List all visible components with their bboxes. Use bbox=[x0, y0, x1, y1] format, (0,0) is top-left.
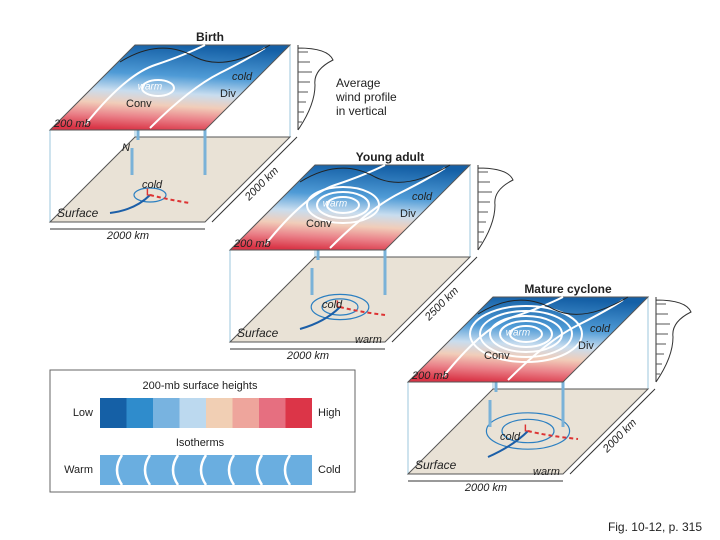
surface-plane bbox=[48, 136, 292, 223]
wind-profile-note: Average bbox=[336, 76, 381, 90]
low-marker: L bbox=[146, 188, 152, 199]
surface-isobar bbox=[501, 418, 555, 444]
jet-arrow bbox=[119, 44, 271, 63]
surface-label: Surface bbox=[57, 206, 99, 220]
isotherm bbox=[442, 296, 564, 378]
legend: 200-mb surface heights Low High Isotherm… bbox=[49, 369, 356, 493]
swatch bbox=[100, 398, 127, 428]
wind-profile-note: wind profile bbox=[335, 90, 397, 104]
surface-width: 2000 km bbox=[286, 350, 329, 362]
upper-level: 200 mb bbox=[233, 238, 271, 250]
swatch bbox=[179, 398, 206, 428]
isotherm-arcs bbox=[115, 454, 292, 486]
surface-isobar bbox=[310, 293, 370, 321]
wind-profile bbox=[655, 297, 692, 383]
upper-warm: warm bbox=[138, 82, 162, 93]
warm-front bbox=[527, 430, 579, 440]
legend-high: High bbox=[318, 407, 341, 419]
surface-width: 2000 km bbox=[106, 230, 149, 242]
isotherm bbox=[507, 299, 624, 381]
height-contour bbox=[141, 79, 175, 97]
isotherm-band bbox=[100, 455, 312, 485]
upper-conv: Conv bbox=[306, 218, 332, 230]
upper-div: Div bbox=[400, 208, 416, 220]
surface-cold: cold bbox=[142, 179, 163, 191]
jet-arrow bbox=[299, 164, 451, 183]
wind-profile bbox=[297, 45, 334, 131]
cold-front bbox=[299, 306, 341, 330]
swatch bbox=[259, 398, 286, 428]
surface-plane bbox=[228, 256, 472, 343]
upper-div: Div bbox=[220, 88, 236, 100]
north-label: N bbox=[122, 142, 130, 154]
isotherm bbox=[264, 164, 386, 246]
height-contour bbox=[499, 320, 553, 348]
panel: L Mature cyclone cold warm Conv Div 200 mb cold… bbox=[406, 282, 692, 494]
surface-warm: warm bbox=[533, 466, 560, 478]
surface-label: Surface bbox=[415, 458, 457, 472]
surface-cold: cold bbox=[500, 431, 521, 443]
caption: Fig. 10-12, p. 315 bbox=[608, 520, 702, 534]
legend-cold: Cold bbox=[318, 464, 341, 476]
swatch bbox=[206, 398, 233, 428]
upper-plane bbox=[48, 44, 292, 131]
cold-front bbox=[109, 194, 151, 214]
surface-warm: warm bbox=[355, 334, 382, 346]
swatch bbox=[126, 398, 153, 428]
wind-profile-note: in vertical bbox=[336, 104, 387, 118]
surface-width: 2000 km bbox=[464, 482, 507, 494]
height-contour bbox=[326, 196, 360, 214]
depth-arrow bbox=[569, 388, 656, 475]
upper-div: Div bbox=[578, 340, 594, 352]
upper-warm: warm bbox=[323, 199, 347, 210]
height-contour bbox=[509, 325, 543, 343]
low-marker: L bbox=[524, 424, 530, 435]
panel-title: Birth bbox=[196, 30, 224, 44]
upper-plane bbox=[406, 296, 650, 383]
upper-plane bbox=[228, 164, 472, 251]
height-contour bbox=[316, 191, 370, 219]
upper-conv: Conv bbox=[484, 350, 510, 362]
depth-arrow bbox=[391, 256, 478, 343]
surface-isobar bbox=[485, 412, 571, 450]
legend-isotherms-title: Isotherms bbox=[176, 437, 225, 449]
legend-warm: Warm bbox=[64, 464, 93, 476]
upper-level: 200 mb bbox=[411, 370, 449, 382]
isotherm bbox=[149, 47, 266, 129]
surface-isobar bbox=[321, 298, 359, 316]
warm-front bbox=[339, 306, 386, 316]
surface-label: Surface bbox=[237, 326, 279, 340]
cold-front bbox=[487, 430, 529, 458]
panel-title: Mature cyclone bbox=[524, 282, 612, 296]
upper-cold: cold bbox=[232, 71, 253, 83]
surface-cold: cold bbox=[322, 299, 343, 311]
upper-conv: Conv bbox=[126, 98, 152, 110]
surface-isobar bbox=[133, 187, 167, 203]
height-contour bbox=[479, 310, 573, 358]
isotherm bbox=[329, 167, 446, 249]
wind-profile bbox=[477, 165, 514, 251]
isotherm bbox=[84, 44, 206, 126]
legend-title: 200-mb surface heights bbox=[143, 380, 258, 392]
swatch bbox=[285, 398, 312, 428]
swatch bbox=[153, 398, 180, 428]
panel-title: Young adult bbox=[356, 150, 424, 164]
upper-warm: warm bbox=[506, 328, 530, 339]
upper-level: 200 mb bbox=[53, 118, 91, 130]
upper-cold: cold bbox=[590, 323, 611, 335]
warm-front bbox=[149, 194, 191, 204]
low-marker: L bbox=[336, 300, 342, 311]
legend-low: Low bbox=[73, 407, 93, 419]
jet-arrow bbox=[477, 296, 629, 315]
swatch bbox=[232, 398, 259, 428]
depth-arrow bbox=[211, 136, 298, 223]
upper-cold: cold bbox=[412, 191, 433, 203]
